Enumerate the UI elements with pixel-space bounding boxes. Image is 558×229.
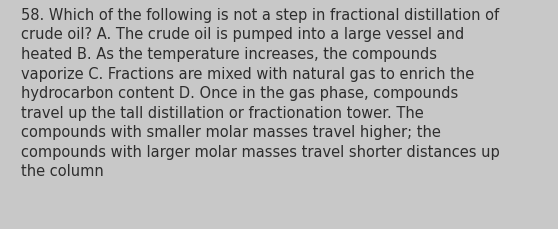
Text: 58. Which of the following is not a step in fractional distillation of
crude oil: 58. Which of the following is not a step… bbox=[21, 8, 499, 179]
